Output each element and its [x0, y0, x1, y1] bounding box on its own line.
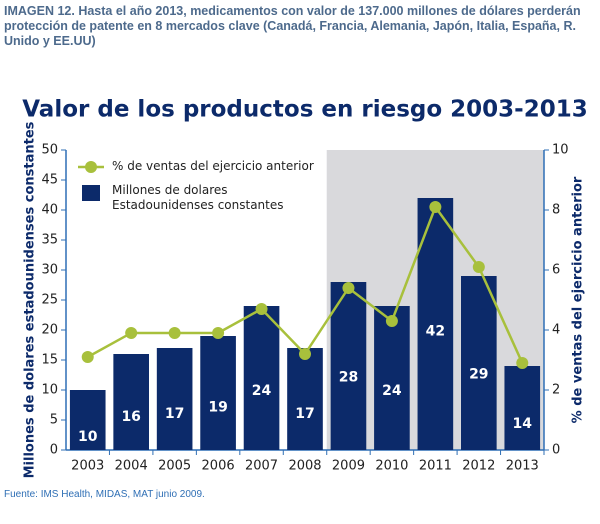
header: IMAGEN 12. Hasta el año 2013, medicament… — [4, 4, 581, 48]
bar-value-label: 28 — [339, 370, 358, 386]
x-tick-label: 2013 — [506, 459, 539, 474]
y-tick-label: 15 — [41, 353, 58, 368]
x-tick-label: 2005 — [158, 459, 191, 474]
chart-title: Valor de los productos en riesgo 2003-20… — [22, 97, 587, 123]
x-tick-label: 2009 — [332, 459, 365, 474]
x-tick-label: 2007 — [245, 459, 278, 474]
bar — [156, 348, 193, 450]
bar-value-label: 19 — [208, 399, 227, 415]
bar — [287, 348, 323, 450]
bar-value-label: 29 — [469, 366, 488, 382]
legend-label: Millones de dolares Estadounidenses cons… — [112, 183, 284, 212]
bar-value-label: 10 — [78, 429, 98, 445]
y-axis-label: Millones de dolares estadounidenses cons… — [23, 121, 38, 478]
bar-value-label: 42 — [426, 323, 445, 339]
bar — [69, 390, 106, 450]
line-point — [516, 357, 529, 369]
line-point — [212, 327, 225, 339]
bar-value-label: 24 — [382, 383, 402, 399]
y-tick-label: 25 — [41, 293, 58, 308]
bar — [200, 336, 236, 450]
legend-swatch — [82, 185, 100, 201]
x-tick-label: 2006 — [202, 459, 235, 474]
y2-tick-label: 4 — [552, 323, 560, 338]
bar-value-label: 16 — [121, 409, 140, 425]
y2-tick-label: 8 — [552, 203, 560, 218]
line-point — [429, 201, 442, 213]
bar-value-label: 17 — [295, 406, 314, 422]
y2-tick-label: 10 — [552, 143, 569, 158]
footer: Fuente: IMS Health, MIDAS, MAT junio 200… — [4, 489, 205, 500]
x-tick-label: 2008 — [288, 459, 321, 474]
line-point — [125, 327, 138, 339]
bar — [504, 366, 541, 450]
y2-tick-label: 0 — [552, 443, 560, 458]
bar-value-label: 14 — [513, 416, 533, 432]
line-point — [385, 315, 398, 327]
line-point — [81, 351, 94, 363]
y-tick-label: 35 — [41, 233, 58, 248]
y-tick-label: 30 — [41, 263, 58, 278]
line-point — [168, 327, 181, 339]
y-tick-label: 5 — [50, 413, 58, 428]
y2-tick-label: 2 — [552, 383, 560, 398]
x-tick-label: 2010 — [375, 459, 408, 474]
y-tick-label: 50 — [41, 143, 58, 158]
line-point — [299, 348, 311, 360]
bar — [374, 306, 410, 450]
bar — [330, 282, 367, 450]
line-point — [342, 282, 355, 294]
y2-axis-label: % de ventas del ejercicio anterior — [571, 176, 586, 423]
legend-label: % de ventas del ejercicio anterior — [112, 159, 314, 173]
x-tick-label: 2003 — [71, 459, 104, 474]
x-tick-label: 2012 — [462, 459, 495, 474]
bar — [461, 276, 497, 450]
x-tick-label: 2011 — [419, 459, 452, 474]
bar-value-label: 17 — [165, 406, 184, 422]
line-point — [472, 261, 485, 273]
bar — [243, 306, 280, 450]
line-point — [255, 303, 268, 315]
y-tick-label: 20 — [41, 323, 58, 338]
bar — [113, 354, 149, 450]
y-tick-label: 10 — [41, 383, 58, 398]
y-tick-label: 0 — [50, 443, 58, 458]
legend-marker — [85, 161, 97, 173]
bar-value-label: 24 — [252, 383, 272, 399]
y-tick-label: 40 — [41, 203, 58, 218]
y2-tick-label: 6 — [552, 263, 560, 278]
y-tick-label: 45 — [41, 173, 58, 188]
x-tick-label: 2004 — [115, 459, 148, 474]
